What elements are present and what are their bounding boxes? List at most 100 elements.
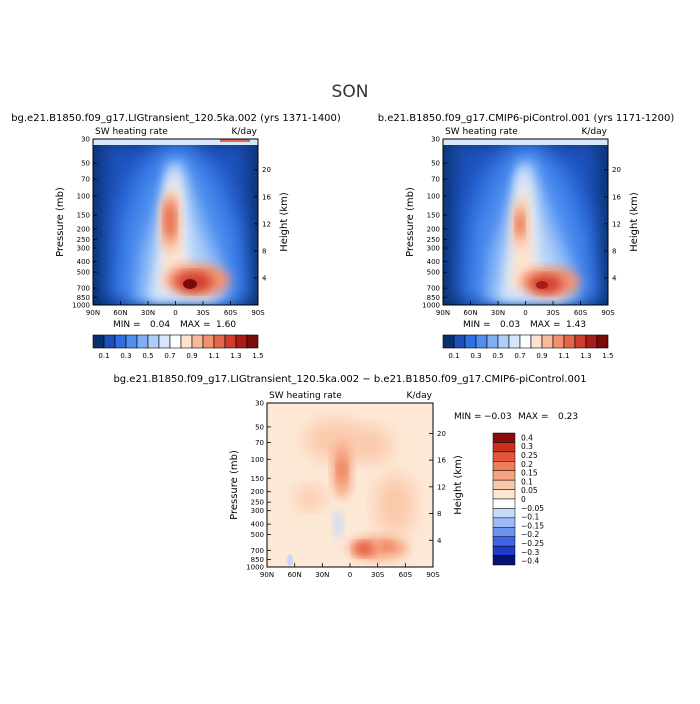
x-tick-label: 90N — [436, 309, 450, 317]
colorbar-swatch — [492, 498, 516, 509]
right-tick-label: 12 — [262, 220, 271, 228]
right-tick-label: 8 — [612, 247, 616, 255]
y-tick-label: 850 — [77, 294, 90, 302]
panel-left-field — [93, 139, 258, 305]
y-tick-label: 500 — [251, 531, 264, 539]
colorbar-label: 0 — [521, 495, 526, 504]
colorbar-swatch — [530, 334, 543, 349]
panel-left-ylabel: Pressure (mb) — [55, 187, 66, 257]
y-tick-label: 400 — [427, 258, 440, 266]
colorbar-swatch — [519, 334, 532, 349]
panel-difference-x-ticks: 90N 60N 30N 0 30S 60S 90S — [260, 563, 440, 579]
y-tick-label: 200 — [77, 225, 90, 233]
panel-difference-colorbar: 0.40.30.250.20.150.10.050−0.05−0.1−0.15−… — [492, 432, 544, 566]
colorbar-swatch — [202, 334, 215, 349]
colorbar-swatch — [492, 517, 516, 528]
colorbar-label: 1.1 — [208, 352, 219, 360]
y-tick-label: 70 — [255, 439, 264, 447]
colorbar-swatch — [235, 334, 248, 349]
y-tick-label: 850 — [251, 556, 264, 564]
colorbar-swatch — [492, 442, 516, 453]
colorbar-swatch — [147, 334, 160, 349]
x-tick-label: 90S — [601, 309, 615, 317]
panel-difference: bg.e21.B1850.f09_g17.LIGtransient_120.5k… — [113, 374, 586, 579]
panel-left-colorbar: 0.1 0.3 0.5 0.7 0.9 1.1 1.3 1.5 — [92, 334, 264, 360]
panel-right-subtitle: SW heating rate — [445, 127, 518, 137]
colorbar-swatch — [596, 334, 609, 349]
colorbar-swatch — [169, 334, 182, 349]
y-tick-label: 200 — [251, 488, 264, 496]
colorbar-label: 1.1 — [558, 352, 569, 360]
colorbar-swatch — [224, 334, 237, 349]
y-tick-label: 30 — [81, 136, 90, 144]
y-tick-label: 300 — [251, 507, 264, 515]
colorbar-label: 0.5 — [142, 352, 153, 360]
panel-right-title: b.e21.B1850.f09_g17.CMIP6-piControl.001 … — [378, 113, 675, 124]
y-tick-label: 100 — [77, 192, 90, 200]
x-tick-label: 60S — [224, 309, 238, 317]
figure-title: SON — [332, 82, 369, 102]
y-tick-label: 500 — [427, 269, 440, 277]
colorbar-swatch — [541, 334, 554, 349]
colorbar-swatch — [492, 508, 516, 519]
colorbar-swatch — [486, 334, 499, 349]
y-tick-label: 150 — [77, 212, 90, 220]
colorbar-label: 0.5 — [492, 352, 503, 360]
y-tick-label: 250 — [77, 236, 90, 244]
right-tick-label: 20 — [612, 166, 621, 174]
colorbar-swatch — [492, 451, 516, 462]
x-tick-label: 0 — [348, 571, 352, 579]
right-tick-label: 16 — [262, 193, 271, 201]
y-tick-label: 500 — [77, 269, 90, 277]
panel-right-units: K/day — [582, 127, 608, 137]
panel-right-field — [443, 139, 608, 305]
colorbar-label: 1.3 — [230, 352, 241, 360]
panel-left-max-label: MAX = — [180, 320, 211, 330]
colorbar-label: 0.9 — [536, 352, 547, 360]
x-tick-label: 30S — [371, 571, 385, 579]
colorbar-swatch — [125, 334, 138, 349]
y-tick-label: 30 — [431, 136, 440, 144]
x-tick-label: 60S — [399, 571, 413, 579]
x-tick-label: 90S — [426, 571, 440, 579]
colorbar-label: 1.3 — [580, 352, 591, 360]
colorbar-label: 0.4 — [521, 433, 533, 442]
y-tick-label: 400 — [77, 258, 90, 266]
colorbar-swatch — [180, 334, 193, 349]
colorbar-label: −0.3 — [521, 548, 539, 557]
panel-left-max-value: 1.60 — [216, 320, 236, 330]
panel-right-right-ticks: 20 16 12 8 4 — [604, 166, 621, 282]
colorbar-label: 0.15 — [521, 469, 538, 478]
y-tick-label: 1000 — [422, 302, 440, 310]
colorbar-label: 0.3 — [470, 352, 481, 360]
panel-left-subtitle: SW heating rate — [95, 127, 168, 137]
x-tick-label: 60N — [288, 571, 302, 579]
panel-right: b.e21.B1850.f09_g17.CMIP6-piControl.001 … — [378, 113, 675, 360]
colorbar-swatch — [442, 334, 455, 349]
y-tick-label: 400 — [251, 521, 264, 529]
colorbar-swatch — [492, 527, 516, 537]
colorbar-label: 1.5 — [252, 352, 263, 360]
y-tick-label: 70 — [81, 176, 90, 184]
colorbar-swatch — [158, 334, 171, 349]
panel-right-min-value: 0.03 — [500, 320, 520, 330]
colorbar-swatch — [492, 479, 516, 490]
y-tick-label: 250 — [251, 499, 264, 507]
colorbar-label: −0.15 — [521, 521, 544, 530]
panel-left: bg.e21.B1850.f09_g17.LIGtransient_120.5k… — [11, 113, 341, 360]
colorbar-swatch — [492, 461, 516, 471]
colorbar-swatch — [552, 334, 565, 349]
colorbar-label: 0.05 — [521, 486, 538, 495]
x-tick-label: 90N — [260, 571, 274, 579]
right-tick-label: 4 — [612, 274, 617, 282]
colorbar-swatch — [136, 334, 149, 349]
panel-right-x-ticks: 90N 60N 30N 0 30S 60S 90S — [436, 301, 615, 317]
right-tick-label: 20 — [437, 430, 446, 438]
panel-left-title: bg.e21.B1850.f09_g17.LIGtransient_120.5k… — [11, 113, 341, 124]
colorbar-swatch — [492, 555, 516, 566]
panel-left-x-ticks: 90N 60N 30N 0 30S 60S 90S — [86, 301, 265, 317]
y-tick-label: 50 — [81, 160, 90, 168]
